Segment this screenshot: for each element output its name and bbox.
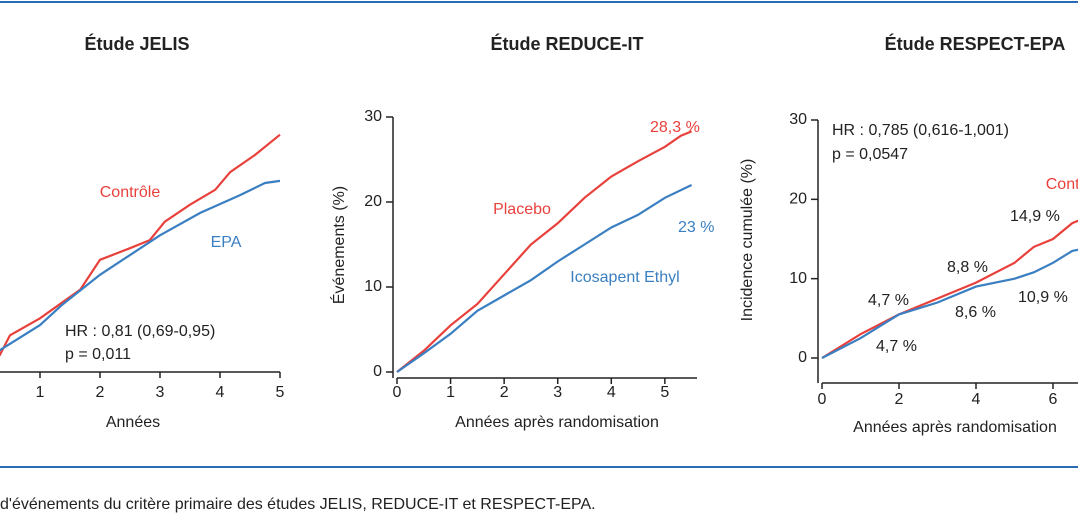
- caption: d'événements du critère primaire des étu…: [0, 496, 596, 513]
- y-axis-label: Incidence cumulée (%): [739, 159, 756, 322]
- chart-title: Étude RESPECT-EPA: [885, 33, 1066, 54]
- x-axis-label: Années après randomisation: [853, 419, 1057, 436]
- y-axis-label: Événements (%): [329, 186, 348, 304]
- series-label: Icosapent Ethyl: [570, 269, 679, 286]
- y-tick-label: 30: [364, 108, 382, 125]
- x-tick-label: 2: [96, 384, 105, 401]
- series-label: EPA: [211, 234, 242, 251]
- annotation: HR : 0,81 (0,69-0,95): [65, 323, 215, 340]
- series-label: Contrôle: [1046, 176, 1078, 193]
- y-tick-label: 30: [789, 111, 807, 128]
- x-tick-label: 2: [500, 384, 509, 401]
- x-tick-label: 4: [607, 384, 616, 401]
- x-tick-label: 1: [446, 384, 455, 401]
- x-tick-label: 5: [276, 384, 285, 401]
- chart-title: Étude REDUCE-IT: [491, 33, 644, 54]
- annotation: 10,9 %: [1018, 289, 1068, 306]
- series-label: Placebo: [493, 201, 551, 218]
- series-line: [396, 130, 693, 373]
- annotation: HR : 0,785 (0,616-1,001): [832, 122, 1009, 139]
- annotation: 28,3 %: [650, 119, 700, 136]
- y-tick-label: 20: [789, 191, 807, 208]
- series-line: [396, 184, 693, 373]
- annotation: 8,6 %: [955, 304, 996, 321]
- x-axis-label: Années après randomisation: [455, 414, 659, 431]
- annotation: 14,9 %: [1010, 208, 1060, 225]
- x-tick-label: 3: [156, 384, 165, 401]
- y-tick-label: 20: [364, 193, 382, 210]
- x-tick-label: 2: [895, 391, 904, 408]
- x-tick-label: 1: [36, 384, 45, 401]
- annotation: 4,7 %: [876, 338, 917, 355]
- series-line: [0, 133, 281, 357]
- annotation: 23 %: [678, 219, 714, 236]
- y-tick-label: 0: [798, 349, 807, 366]
- y-tick-label: 0: [373, 363, 382, 380]
- x-tick-label: 3: [553, 384, 562, 401]
- series-label: Contrôle: [100, 184, 161, 201]
- x-tick-label: 0: [393, 384, 402, 401]
- annotation: 4,7 %: [868, 292, 909, 309]
- series-line: [0, 179, 281, 352]
- y-tick-label: 10: [789, 270, 807, 287]
- x-axis-label: Années: [106, 414, 160, 431]
- series-line: [821, 219, 1078, 359]
- x-tick-label: 5: [660, 384, 669, 401]
- annotation: 8,8 %: [947, 259, 988, 276]
- annotation: p = 0,011: [65, 346, 131, 363]
- annotation: p = 0,0547: [832, 146, 908, 163]
- chart-title: Étude JELIS: [84, 33, 189, 54]
- x-tick-label: 6: [1049, 391, 1058, 408]
- y-tick-label: 10: [364, 278, 382, 295]
- x-tick-label: 4: [216, 384, 225, 401]
- x-tick-label: 4: [972, 391, 981, 408]
- x-tick-label: 0: [818, 391, 827, 408]
- series-line: [821, 248, 1078, 359]
